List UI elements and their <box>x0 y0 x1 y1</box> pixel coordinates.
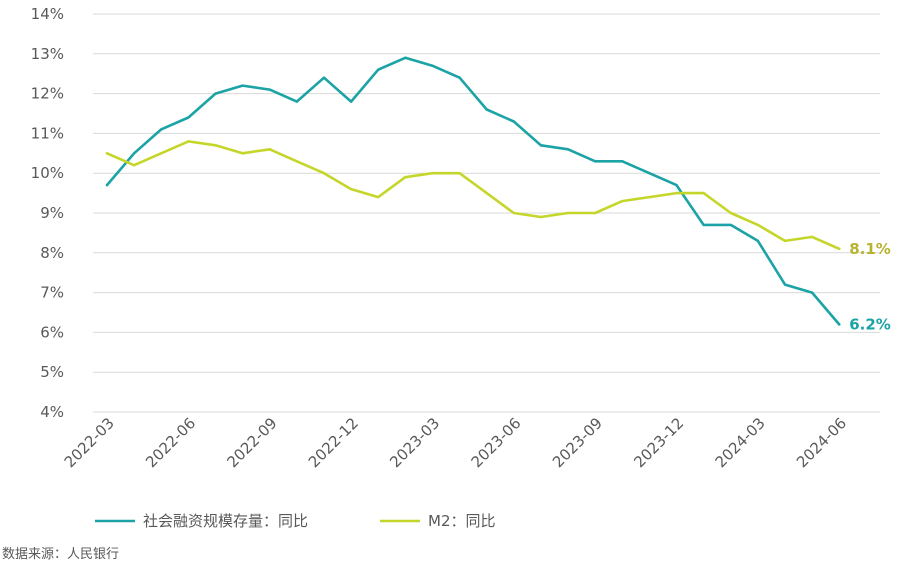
data-point <box>566 211 570 215</box>
data-point <box>241 152 244 155</box>
data-point <box>675 183 678 187</box>
source-note: 数据来源：人民银行 <box>2 547 120 562</box>
x-tick-label: 2022-06 <box>142 414 199 471</box>
data-point <box>648 195 651 199</box>
data-point <box>187 116 190 119</box>
data-point <box>621 160 624 163</box>
data-point <box>838 247 841 251</box>
data-point <box>268 88 271 91</box>
data-point <box>349 100 353 103</box>
y-tick-label: 6% <box>40 323 64 341</box>
data-point <box>756 239 760 243</box>
y-tick-label: 4% <box>40 403 64 421</box>
data-point <box>485 108 488 111</box>
y-tick-label: 9% <box>40 204 64 222</box>
x-tick-label: 2024-03 <box>712 414 769 471</box>
data-point <box>431 64 434 67</box>
data-point <box>539 215 543 219</box>
x-tick-label: 2023-03 <box>386 414 443 471</box>
data-point <box>729 211 732 215</box>
data-point <box>810 235 814 239</box>
series-line-social-financing <box>105 56 841 326</box>
data-point <box>132 164 136 167</box>
data-point <box>756 223 760 227</box>
x-tick-label: 2022-09 <box>223 414 280 471</box>
x-tick-label: 2023-12 <box>630 414 687 471</box>
data-point <box>810 291 814 294</box>
y-tick-label: 10% <box>31 164 64 182</box>
data-point <box>512 120 515 123</box>
x-tick-label: 2022-03 <box>61 414 118 471</box>
data-point <box>404 56 407 59</box>
end-value-label: 8.1% <box>849 240 891 258</box>
data-point <box>621 199 624 203</box>
data-point <box>268 148 271 151</box>
data-point <box>593 160 597 163</box>
legend-label: 社会融资规模存量：同比 <box>143 512 308 530</box>
x-tick-label: 2023-06 <box>468 414 525 471</box>
data-point <box>160 128 163 131</box>
data-point <box>214 92 217 95</box>
y-tick-label: 7% <box>40 284 64 302</box>
legend-label: M2：同比 <box>428 512 496 530</box>
y-axis-labels: 4% 5% 6% 7% 8% 9% 10% 11% 12% 13% 14% <box>31 5 64 421</box>
y-tick-label: 14% <box>31 5 64 23</box>
data-point <box>485 191 488 195</box>
series-lines <box>105 56 841 326</box>
data-point <box>702 191 705 195</box>
data-point <box>783 239 787 243</box>
x-tick-label: 2022-12 <box>305 414 362 471</box>
data-point <box>783 283 787 286</box>
data-point <box>702 223 705 227</box>
data-point <box>322 76 326 79</box>
y-tick-label: 5% <box>40 363 64 381</box>
data-point <box>214 144 217 147</box>
data-point <box>132 152 136 155</box>
x-axis-labels: 2022-03 2022-06 2022-09 2022-12 2023-03 2023-… <box>61 414 850 471</box>
data-point <box>187 140 190 143</box>
data-point <box>729 223 732 227</box>
grid-lines <box>93 13 880 413</box>
data-point <box>105 152 109 155</box>
data-point <box>512 211 515 215</box>
end-labels: 6.2% 8.1% <box>849 240 891 334</box>
data-point <box>322 172 326 175</box>
data-point <box>648 172 651 175</box>
legend: 社会融资规模存量：同比 M2：同比 <box>95 512 496 530</box>
data-point <box>105 183 109 187</box>
y-tick-label: 13% <box>31 45 64 63</box>
data-point <box>593 211 597 215</box>
data-point <box>838 323 841 326</box>
series-line-m2 <box>105 140 841 251</box>
x-tick-label: 2023-09 <box>549 414 606 471</box>
data-point <box>539 144 543 147</box>
data-point <box>675 191 678 195</box>
data-point <box>349 187 353 191</box>
data-point <box>566 148 570 151</box>
x-tick-label: 2024-06 <box>793 414 850 471</box>
data-point <box>377 195 380 199</box>
y-tick-label: 8% <box>40 244 64 262</box>
data-point <box>295 100 299 103</box>
y-tick-label: 11% <box>31 124 64 142</box>
data-point <box>458 172 461 175</box>
end-value-label: 6.2% <box>849 315 891 333</box>
data-point <box>377 68 380 71</box>
data-point <box>431 172 434 175</box>
data-point <box>160 152 163 155</box>
y-tick-label: 12% <box>31 85 64 103</box>
data-point <box>458 76 461 79</box>
data-point <box>295 160 299 163</box>
data-point <box>404 175 407 179</box>
data-point <box>241 84 244 87</box>
